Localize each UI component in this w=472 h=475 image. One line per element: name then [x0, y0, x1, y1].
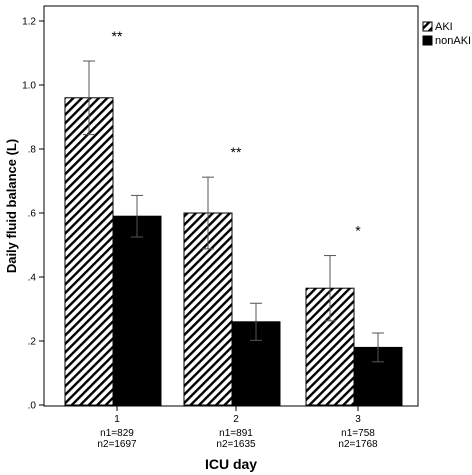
significance-marker: * [355, 223, 361, 239]
bar-nonaki [112, 215, 162, 406]
legend-label-nonaki: nonAKI [435, 35, 471, 47]
bar-nonaki [231, 321, 281, 406]
x-axis: 1 2 3 [114, 406, 361, 425]
y-tick-label: 1.0 [22, 81, 36, 92]
y-tick-label: .2 [28, 337, 37, 348]
sample-size-note: n2=1635 [216, 439, 256, 450]
plot-area [43, 5, 419, 407]
y-tick-label: .8 [28, 145, 37, 156]
sample-size-note: n1=758 [341, 428, 375, 439]
significance-marker: ** [112, 28, 123, 44]
x-tick-label: 3 [355, 414, 361, 425]
y-axis: .0 .2 .4 .6 .8 1.0 1.2 [22, 17, 44, 412]
sample-size-note: n2=1697 [97, 439, 137, 450]
y-tick-label: .0 [28, 401, 37, 412]
sample-size-note: n1=829 [100, 428, 134, 439]
legend-swatch-nonaki [422, 35, 433, 46]
significance-marker: ** [231, 144, 242, 160]
y-axis-title: Daily fluid balance (L) [4, 139, 19, 273]
bar-aki [64, 97, 114, 406]
legend-label-aki: AKI [435, 21, 453, 33]
bars: ***** [64, 28, 403, 406]
sample-size-note: n2=1768 [338, 439, 378, 450]
x-tick-label: 2 [233, 414, 239, 425]
y-tick-label: .6 [28, 209, 37, 220]
y-tick-label: .4 [28, 273, 37, 284]
sample-size-note: n1=891 [219, 428, 253, 439]
y-tick-label: 1.2 [22, 17, 36, 28]
legend: AKI nonAKI [422, 21, 471, 47]
x-tick-label: 1 [114, 414, 120, 425]
x-axis-title: ICU day [205, 456, 257, 472]
legend-swatch-aki [422, 21, 433, 32]
